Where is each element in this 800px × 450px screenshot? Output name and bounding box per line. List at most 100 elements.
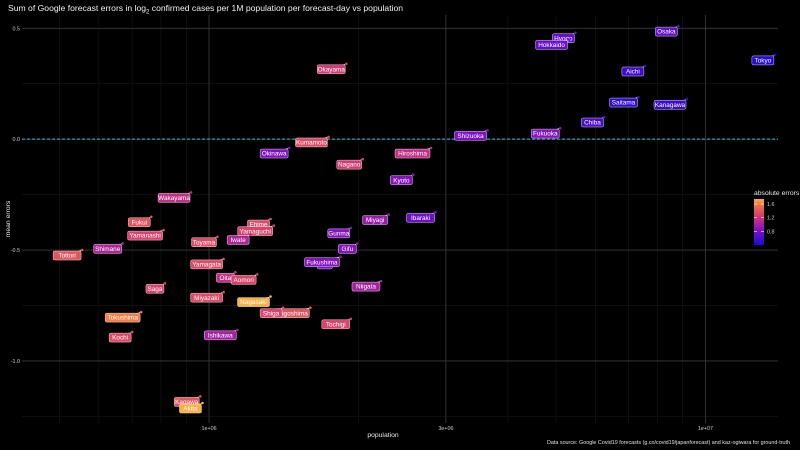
point-aomori: Aomori [230, 273, 259, 285]
point-marker [339, 255, 342, 258]
point-label: Oita [220, 275, 232, 282]
point-marker [356, 242, 359, 245]
point-marker [248, 233, 252, 236]
point-label-box [655, 26, 678, 37]
point-label: Okinawa [262, 151, 287, 158]
point-label-box [145, 284, 165, 294]
point-yamagata: Yamagata [190, 257, 225, 270]
point-label-box [751, 55, 775, 66]
point-toyama: Toyama [191, 235, 219, 247]
chart-title: Sum of Google forecast errors in log2 co… [8, 3, 404, 16]
point-label: Saga [147, 286, 162, 293]
point-label-box [653, 100, 687, 110]
point-label: Fukushima [306, 259, 338, 266]
point-label: Fukui [131, 219, 147, 226]
point-saitama: Saitama [609, 95, 640, 108]
point-label: Okayama [318, 66, 346, 73]
point-marker [162, 228, 165, 232]
point-label-box [295, 137, 328, 148]
point-label: Kanagawa [655, 102, 686, 109]
point-label: Ishikawa [208, 332, 233, 339]
point-tokyo: Tokyo [751, 53, 777, 66]
point-marker [201, 401, 204, 405]
point-label-box [179, 403, 202, 414]
point-marker [255, 273, 259, 276]
point-label-box [531, 128, 560, 139]
point-marker [349, 226, 353, 230]
point-label: Iwate [230, 237, 246, 244]
point-ibaraki: Ibaraki [406, 211, 437, 223]
point-yamaguchi: Yamaguchi [237, 224, 276, 236]
point-saga: Saga [145, 282, 167, 294]
y-tick-label: -1.0 [11, 359, 20, 365]
point-label-box [406, 213, 435, 223]
point-label-box [390, 175, 413, 185]
point-label: Tochigi [326, 321, 346, 328]
point-label-box [52, 250, 82, 261]
point-label: Nagasaki [240, 299, 267, 306]
point-marker [121, 242, 124, 245]
grid [22, 15, 778, 423]
point-marker [773, 53, 777, 57]
point-marker [603, 115, 606, 119]
point-label: Kochi [112, 335, 128, 342]
point-fukui: Fukui [128, 215, 153, 227]
point-oita: Oita [216, 270, 237, 283]
point-label: Shizuoka [457, 133, 484, 140]
point-label: Kyoto [393, 177, 410, 184]
y-tick-label: 0.0 [13, 137, 21, 143]
point-gunma: Gunma [327, 226, 353, 239]
point-marker [567, 38, 570, 41]
point-marker [327, 135, 330, 139]
point-label-box [190, 259, 223, 270]
point-label-box [394, 148, 431, 159]
point-marker [163, 282, 167, 285]
point-yamanashi: Yamanashi [127, 228, 165, 241]
point-fukuoka: Fukuoka [531, 126, 562, 139]
x-axis-title: population [367, 432, 399, 439]
point-marker [269, 295, 272, 298]
point-label: Saitama [612, 100, 636, 107]
point-label-box [190, 292, 223, 303]
point-marker [235, 328, 239, 332]
data-source-note: Data source: Google Covid19 forecasts (g… [546, 440, 790, 446]
point-label-box [609, 97, 638, 108]
point-label: Kagawa [175, 399, 199, 406]
point-hokkaido: Hokkaido [535, 38, 570, 50]
point-label: Shimane [95, 246, 121, 253]
point-label-box [191, 237, 217, 247]
x-tick-label: 1e+07 [698, 426, 713, 432]
point-nagasaki: Nagasaki [237, 295, 272, 307]
point-tottori: Tottori [52, 248, 84, 261]
x-axis-ticks: 1e+06 3e+06 1e+07 [201, 426, 713, 432]
point-label-box [621, 66, 645, 77]
point-marker [574, 31, 577, 35]
point-label-box [108, 332, 132, 343]
point-label-box [581, 117, 604, 128]
point-marker [637, 95, 640, 99]
point-label-box [204, 330, 237, 341]
point-label: Gunma [328, 230, 349, 237]
point-marker [272, 224, 276, 227]
point-label: Yamanashi [129, 233, 161, 240]
point-label: Kumamoto [296, 140, 327, 147]
point-shimane: Shimane [93, 242, 124, 254]
point-label-box [237, 297, 270, 307]
point-iwate: Iwate [226, 233, 252, 245]
point-label: Aomori [234, 277, 254, 284]
point-marker [234, 270, 237, 274]
y-axis-ticks: 0.5 0.0 -0.5 -1.0 [11, 26, 20, 365]
legend-title: absolute errors [754, 190, 800, 197]
x-tick-label: 3e+06 [438, 426, 453, 432]
point-marker [429, 146, 433, 150]
point-label: Niigata [356, 284, 376, 291]
point-label: Ehime [249, 222, 268, 229]
point-marker [80, 248, 84, 252]
point-label-box [336, 159, 362, 170]
point-marker [349, 317, 353, 321]
point-label: Toyama [193, 239, 216, 246]
point-label-box [317, 64, 346, 74]
y-tick-label: 0.5 [13, 26, 21, 32]
point-label: Hokkaido [538, 42, 565, 49]
